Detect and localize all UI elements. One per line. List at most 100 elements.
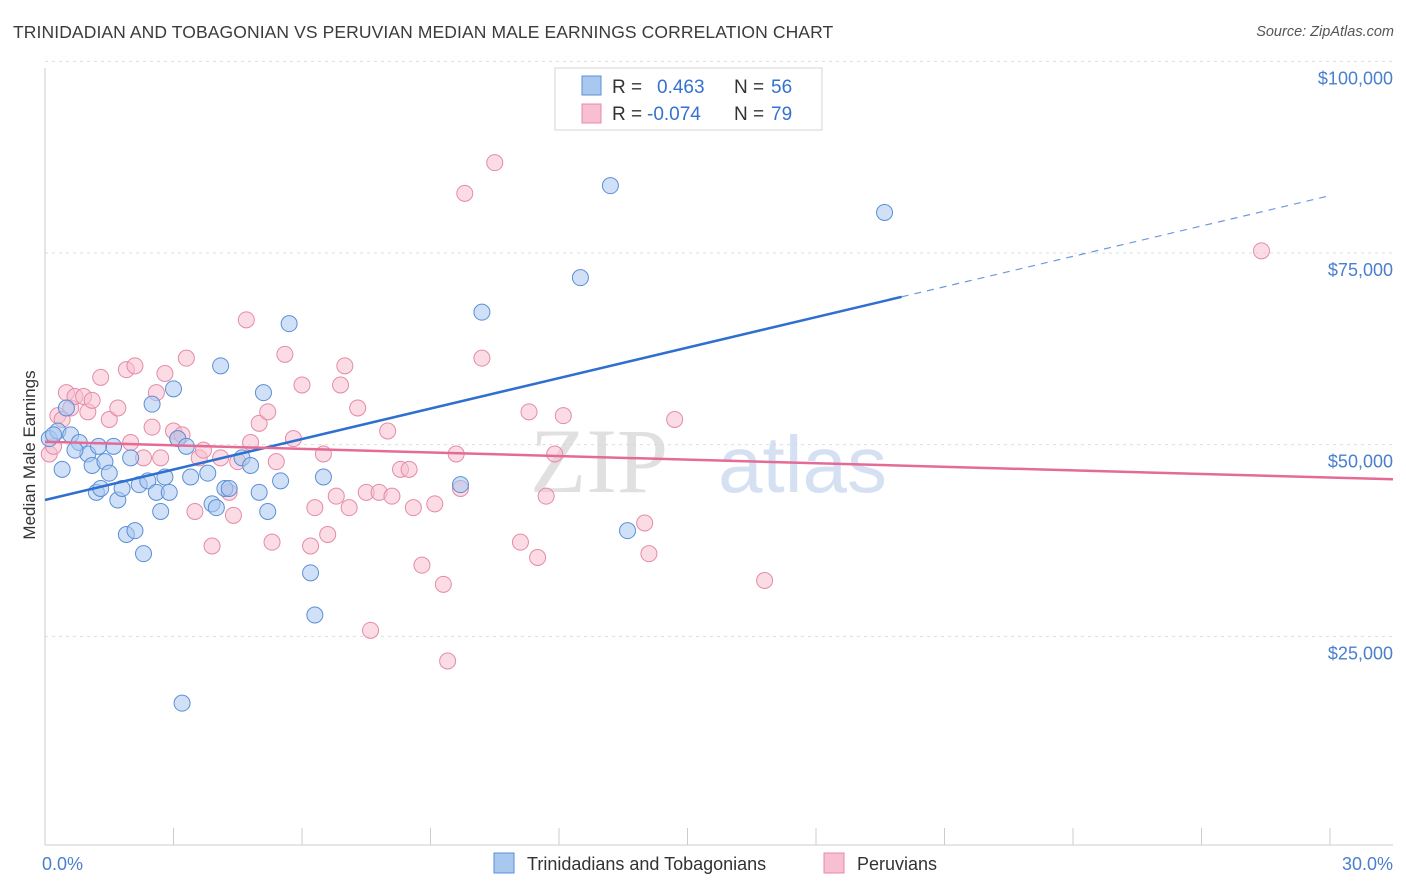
trinidadian-trend-extension xyxy=(901,195,1331,298)
y-tick-labels: $25,000 $50,000 $75,000 $100,000 xyxy=(1318,68,1393,663)
peruvian-point xyxy=(546,445,564,463)
legend: R = 0.463 N = 56 R = -0.074 N = 79 xyxy=(554,67,823,131)
peruvian-point xyxy=(126,357,144,375)
peruvian-point xyxy=(267,453,285,471)
trinidadian-point xyxy=(451,476,469,494)
trinidadian-point xyxy=(306,606,324,624)
trinidadian-point xyxy=(122,449,140,467)
trinidadian-trend-line xyxy=(44,295,902,502)
grid xyxy=(45,60,1393,637)
peruvian-point xyxy=(327,487,345,505)
peruvian-point xyxy=(259,403,277,421)
trinidadian-point xyxy=(105,437,123,455)
x-tick-label-max: 30.0% xyxy=(1342,854,1393,874)
x-tick-label-min: 0.0% xyxy=(42,854,83,874)
legend-swatch-blue xyxy=(581,75,602,96)
peruvian-point xyxy=(263,533,281,551)
peruvian-point xyxy=(92,368,110,386)
peruvian-point xyxy=(306,499,324,517)
trinidadian-point xyxy=(199,464,217,482)
peruvian-point xyxy=(250,414,268,432)
peruvian-point xyxy=(319,526,337,543)
trinidadian-point xyxy=(250,483,268,501)
legend-n-label-blue: N = xyxy=(734,77,764,98)
peruvian-point xyxy=(434,575,452,593)
trend-lines xyxy=(44,195,1394,502)
legend-n-label-pink: N = xyxy=(734,104,764,125)
legend-r-label-blue: R = xyxy=(612,77,642,98)
peruvian-point xyxy=(383,487,401,505)
bottom-legend-swatch-blue xyxy=(493,852,515,874)
peruvian-point xyxy=(520,403,538,421)
trinidadian-point xyxy=(45,426,63,444)
peruvian-point xyxy=(473,349,491,367)
peruvian-point xyxy=(336,357,354,375)
peruvian-point xyxy=(511,533,529,551)
trinidadian-point xyxy=(212,357,230,375)
source-credit: Source: ZipAtlas.com xyxy=(1256,24,1394,40)
y-axis-label: Median Male Earnings xyxy=(20,370,39,539)
peruvian-point xyxy=(340,499,358,517)
x-tick-marks xyxy=(44,828,1331,845)
y-tick-label: $100,000 xyxy=(1318,68,1393,88)
peruvian-point xyxy=(554,407,572,425)
peruvian-point xyxy=(349,399,367,417)
trinidadian-point xyxy=(53,460,71,478)
peruvian-point xyxy=(203,537,221,555)
peruvian-point xyxy=(100,411,118,428)
legend-swatch-pink xyxy=(581,103,602,124)
peruvian-point xyxy=(143,418,161,436)
trinidadian-point xyxy=(314,468,332,486)
trinidadian-point xyxy=(160,483,178,501)
trinidadian-point xyxy=(272,472,290,490)
peruvian-point xyxy=(194,441,212,459)
trinidadian-point xyxy=(254,384,272,402)
legend-n-value-pink: 79 xyxy=(771,104,792,125)
bottom-legend-swatch-pink xyxy=(823,852,845,874)
bottom-legend-label-blue: Trinidadians and Tobagonians xyxy=(527,854,766,874)
trinidadian-point xyxy=(182,468,200,486)
y-tick-label: $75,000 xyxy=(1328,260,1393,280)
trinidadian-point xyxy=(165,380,182,398)
peruvian-point xyxy=(636,514,654,532)
peruvian-point xyxy=(529,549,547,566)
trinidadian-point xyxy=(571,269,589,287)
peruvian-point xyxy=(302,537,320,555)
peruvian-point xyxy=(83,391,101,409)
peruvian-point xyxy=(177,349,195,367)
peruvian-point xyxy=(537,487,555,505)
peruvian-point xyxy=(486,154,504,172)
trinidadian-point xyxy=(135,545,153,563)
peruvian-point xyxy=(413,556,431,574)
chart-title: TRINIDADIAN AND TOBAGONIAN VS PERUVIAN M… xyxy=(13,22,834,42)
trinidadian-point xyxy=(242,457,260,474)
trinidadians-points xyxy=(40,177,894,712)
trinidadian-point xyxy=(126,522,144,540)
legend-r-value-blue: 0.463 xyxy=(657,77,705,98)
trinidadian-point xyxy=(173,694,191,712)
trinidadian-point xyxy=(619,522,637,540)
trinidadian-point xyxy=(220,480,238,497)
trinidadian-point xyxy=(302,564,320,582)
peruvian-point xyxy=(666,411,684,428)
peruvian-point xyxy=(224,506,242,524)
trinidadian-point xyxy=(143,395,161,413)
peruvian-point xyxy=(362,621,380,639)
trinidadian-point xyxy=(90,437,108,455)
bottom-legend-label-pink: Peruvians xyxy=(857,854,937,874)
peruvian-point xyxy=(456,184,474,202)
peruvian-point xyxy=(379,422,397,440)
peruvian-point xyxy=(439,652,457,670)
trinidadian-point xyxy=(100,464,118,482)
peruvian-point xyxy=(186,503,204,520)
peruvian-point xyxy=(640,545,658,563)
trinidadian-point xyxy=(57,399,75,417)
trinidadian-point xyxy=(152,503,170,520)
legend-r-value-pink: -0.074 xyxy=(647,104,701,125)
peruvian-point xyxy=(122,434,140,451)
peruvian-trend-line xyxy=(44,440,1394,481)
y-tick-label: $50,000 xyxy=(1328,452,1393,472)
trinidadian-point xyxy=(876,204,894,221)
trinidadian-point xyxy=(280,315,298,333)
